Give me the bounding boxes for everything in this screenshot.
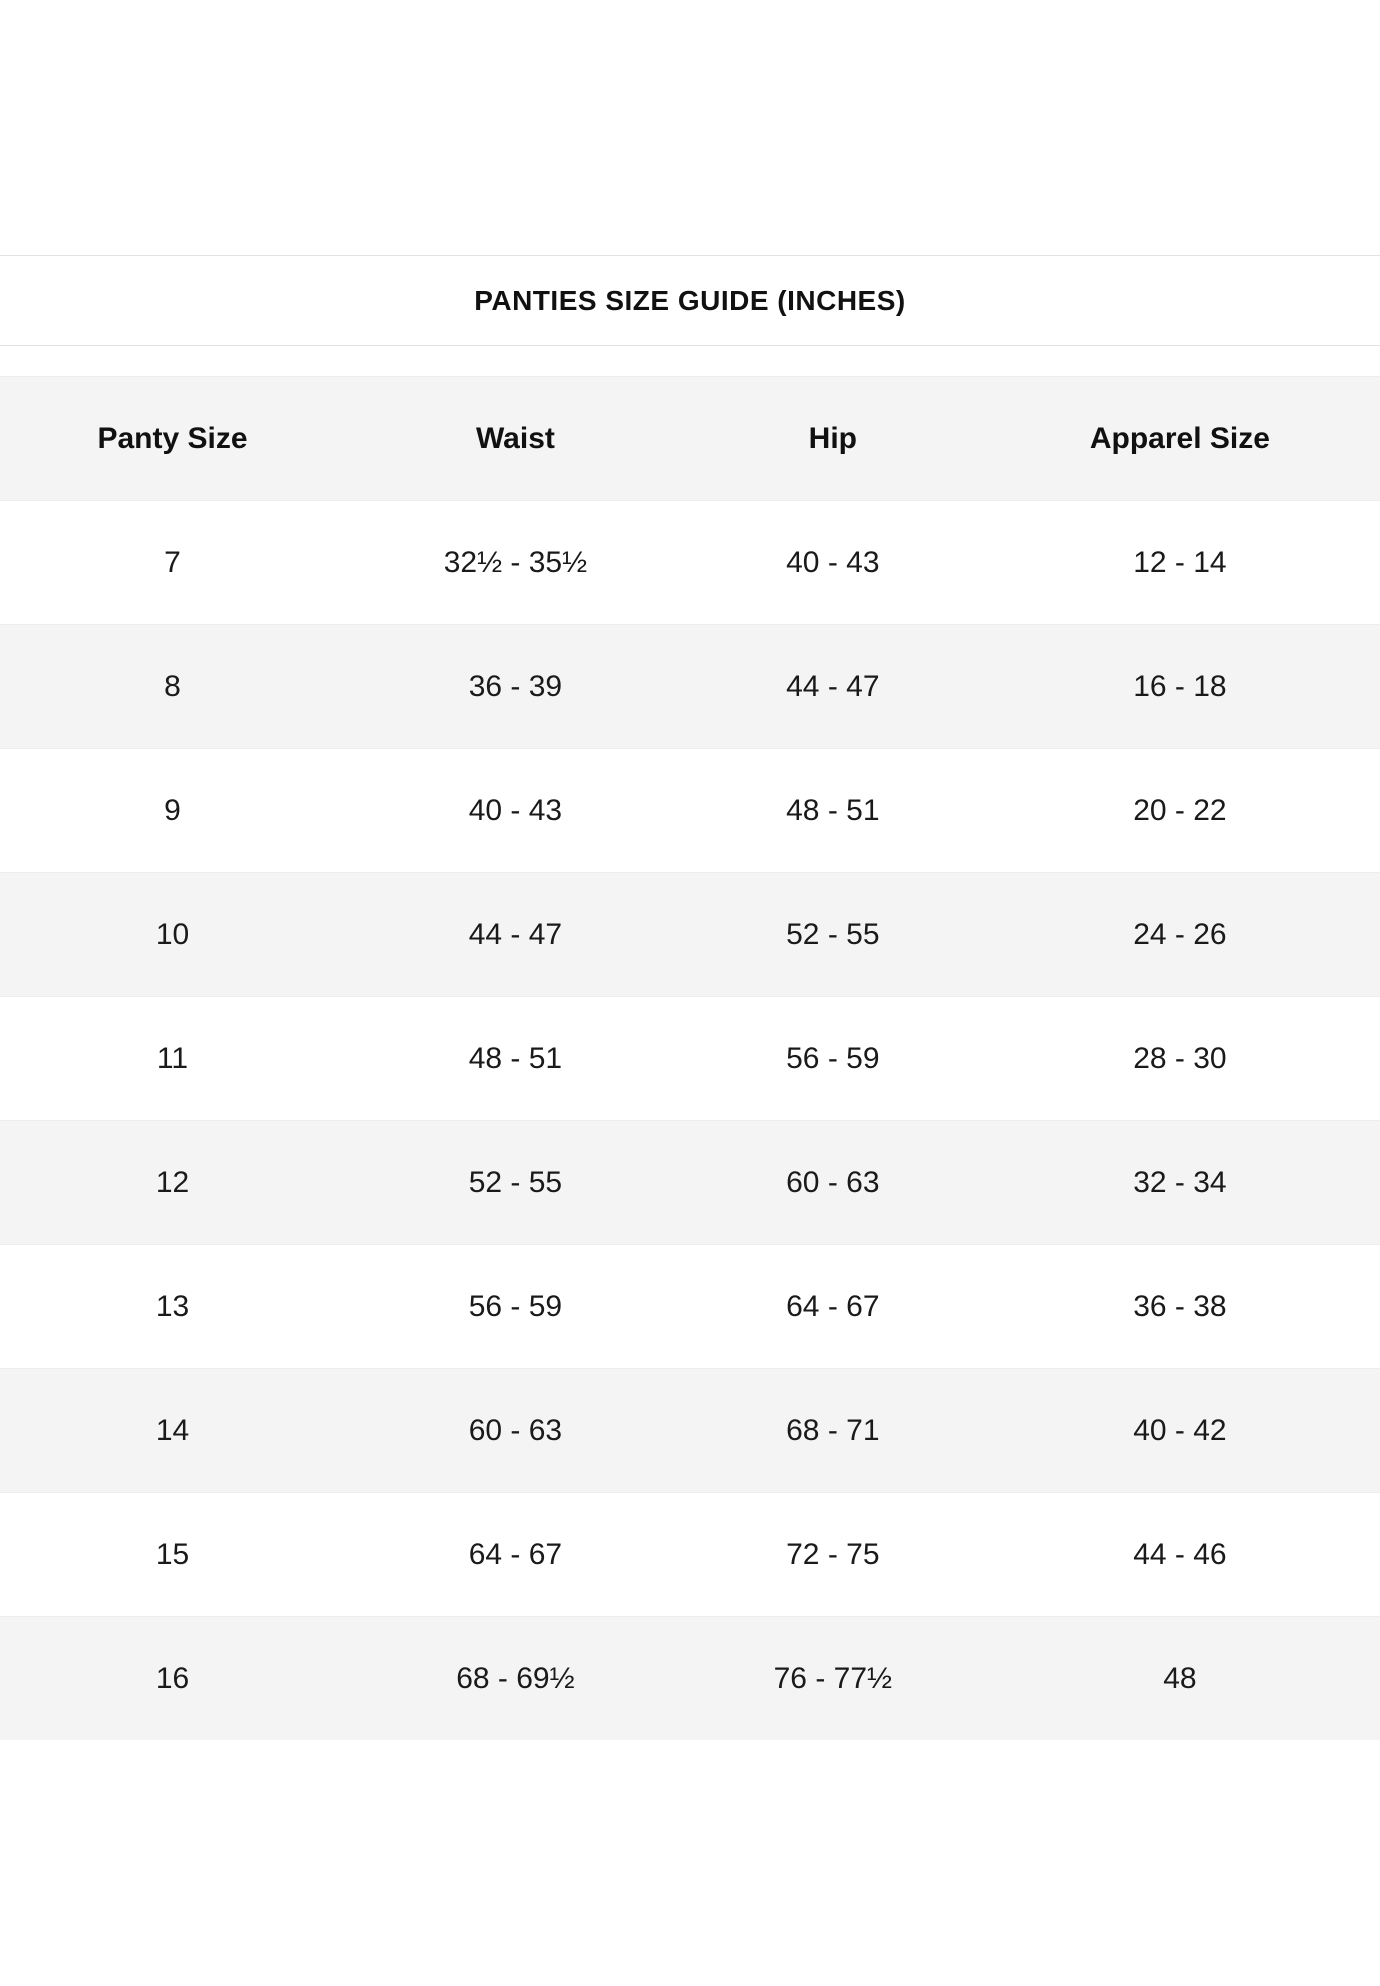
header-cell-apparel-size: Apparel Size bbox=[1089, 421, 1270, 455]
size-guide-title: PANTIES SIZE GUIDE (INCHES) bbox=[474, 284, 906, 316]
apparel-size-cell: 32 - 34 bbox=[1133, 1165, 1227, 1199]
waist-cell: 56 - 59 bbox=[468, 1289, 563, 1323]
table-row: 7 32½ - 35½ 40 - 43 12 - 14 bbox=[0, 500, 1380, 625]
hip-cell: 76 - 77½ bbox=[773, 1661, 893, 1695]
hip-cell: 60 - 63 bbox=[786, 1165, 880, 1199]
panty-size-cell: 16 bbox=[155, 1661, 190, 1695]
header-cell-waist: Waist bbox=[475, 421, 555, 455]
panty-size-cell: 14 bbox=[155, 1413, 190, 1447]
panty-size-cell: 11 bbox=[156, 1041, 189, 1075]
table-row: 9 40 - 43 48 - 51 20 - 22 bbox=[0, 748, 1380, 873]
hip-cell: 44 - 47 bbox=[786, 669, 880, 703]
waist-cell: 36 - 39 bbox=[468, 669, 563, 703]
table-row: 13 56 - 59 64 - 67 36 - 38 bbox=[0, 1244, 1380, 1369]
hip-cell: 72 - 75 bbox=[786, 1537, 880, 1571]
table-row: 14 60 - 63 68 - 71 40 - 42 bbox=[0, 1368, 1380, 1493]
header-cell-panty-size: Panty Size bbox=[97, 421, 248, 455]
panty-size-cell: 12 bbox=[155, 1165, 190, 1199]
apparel-size-cell: 12 - 14 bbox=[1133, 545, 1227, 579]
title-table-gap bbox=[0, 346, 1380, 376]
panty-size-cell: 9 bbox=[164, 793, 181, 827]
waist-cell: 40 - 43 bbox=[468, 793, 563, 827]
panty-size-cell: 10 bbox=[155, 917, 190, 951]
apparel-size-cell: 16 - 18 bbox=[1133, 669, 1227, 703]
hip-cell: 48 - 51 bbox=[786, 793, 880, 827]
table-row: 12 52 - 55 60 - 63 32 - 34 bbox=[0, 1120, 1380, 1245]
table-row: 16 68 - 69½ 76 - 77½ 48 bbox=[0, 1616, 1380, 1740]
table-row: 15 64 - 67 72 - 75 44 - 46 bbox=[0, 1492, 1380, 1617]
top-whitespace bbox=[0, 0, 1380, 255]
waist-cell: 32½ - 35½ bbox=[443, 545, 588, 579]
panty-size-cell: 13 bbox=[155, 1289, 190, 1323]
hip-cell: 52 - 55 bbox=[786, 917, 880, 951]
waist-cell: 52 - 55 bbox=[468, 1165, 563, 1199]
apparel-size-cell: 20 - 22 bbox=[1133, 793, 1227, 827]
waist-cell: 68 - 69½ bbox=[456, 1661, 575, 1695]
waist-cell: 64 - 67 bbox=[468, 1537, 563, 1571]
size-guide-title-bar: PANTIES SIZE GUIDE (INCHES) bbox=[0, 255, 1380, 346]
panty-size-cell: 8 bbox=[164, 669, 181, 703]
size-guide-table: Panty Size Waist Hip Apparel Size 7 32½ … bbox=[0, 376, 1380, 1740]
apparel-size-cell: 44 - 46 bbox=[1133, 1537, 1227, 1571]
table-header-row: Panty Size Waist Hip Apparel Size bbox=[0, 376, 1380, 501]
hip-cell: 40 - 43 bbox=[786, 545, 880, 579]
panty-size-cell: 7 bbox=[164, 545, 181, 579]
apparel-size-cell: 24 - 26 bbox=[1133, 917, 1227, 951]
header-cell-hip: Hip bbox=[808, 421, 857, 455]
panty-size-cell: 15 bbox=[155, 1537, 190, 1571]
hip-cell: 68 - 71 bbox=[786, 1413, 880, 1447]
table-row: 11 48 - 51 56 - 59 28 - 30 bbox=[0, 996, 1380, 1121]
apparel-size-cell: 48 bbox=[1163, 1661, 1197, 1695]
table-row: 8 36 - 39 44 - 47 16 - 18 bbox=[0, 624, 1380, 749]
apparel-size-cell: 40 - 42 bbox=[1133, 1413, 1227, 1447]
waist-cell: 44 - 47 bbox=[468, 917, 563, 951]
waist-cell: 60 - 63 bbox=[468, 1413, 563, 1447]
apparel-size-cell: 28 - 30 bbox=[1133, 1041, 1227, 1075]
hip-cell: 64 - 67 bbox=[786, 1289, 880, 1323]
waist-cell: 48 - 51 bbox=[468, 1041, 563, 1075]
hip-cell: 56 - 59 bbox=[786, 1041, 880, 1075]
table-row: 10 44 - 47 52 - 55 24 - 26 bbox=[0, 872, 1380, 997]
apparel-size-cell: 36 - 38 bbox=[1133, 1289, 1227, 1323]
